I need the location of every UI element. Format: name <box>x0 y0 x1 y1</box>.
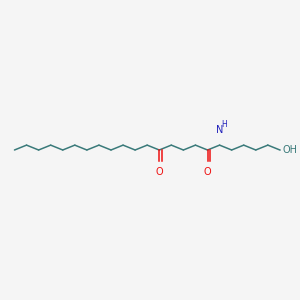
Text: O: O <box>204 167 211 177</box>
Text: OH: OH <box>283 145 298 155</box>
Text: H: H <box>221 120 227 129</box>
Text: O: O <box>155 167 163 177</box>
Text: N: N <box>216 125 223 136</box>
